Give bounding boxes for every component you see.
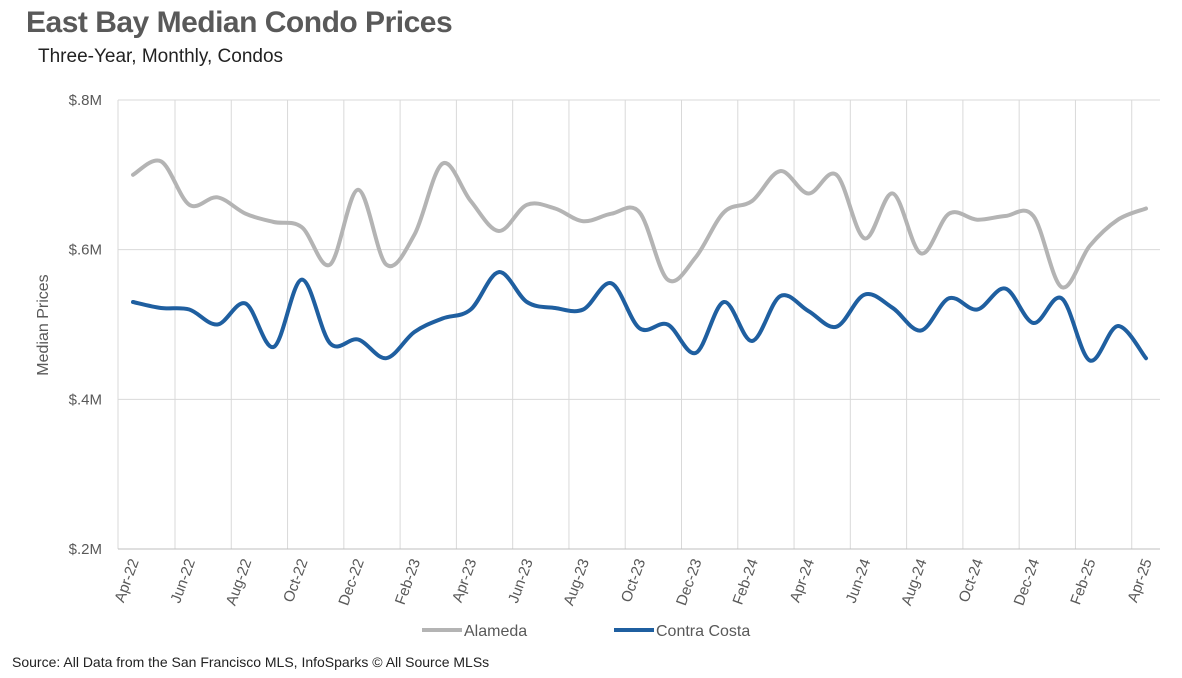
y-tick-label: $.6M [69,242,102,259]
y-tick-label: $.4M [69,391,102,408]
gridlines [117,99,1160,550]
x-tick-label: Apr-22 [111,557,142,605]
series-line-alameda [131,158,1148,290]
x-tick-label: Apr-25 [1124,557,1155,605]
x-tick-label: Apr-23 [449,557,480,605]
y-tick-label: $.2M [69,541,102,558]
x-tick-label: Oct-24 [956,557,987,605]
legend-label: Contra Costa [656,623,750,640]
x-tick-label: Dec-22 [335,557,368,608]
x-tick-label: Aug-23 [560,557,593,608]
x-tick-label: Jun-22 [167,557,199,606]
x-tick-label: Jun-23 [505,557,537,606]
x-axis-tick-labels: Apr-22 Jun-22 Aug-22 Oct-22 Dec-22 Feb-23 Apr-… [111,557,1155,608]
x-tick-label: Oct-22 [280,557,311,605]
x-tick-label: Dec-23 [673,557,706,608]
chart-subtitle: Three-Year, Monthly, Condos [38,46,284,67]
legend-label: Alameda [464,623,527,640]
x-tick-label: Dec-24 [1011,557,1044,608]
y-axis-tick-labels: $.2M $.4M $.6M $.8M [69,92,102,558]
x-tick-label: Aug-24 [898,557,931,608]
x-tick-label: Aug-22 [223,557,256,608]
y-tick-label: $.8M [69,92,102,109]
x-tick-label: Apr-24 [787,557,818,605]
series-lines [131,158,1148,363]
x-tick-label: Jun-24 [843,557,875,606]
x-tick-label: Feb-23 [392,557,424,607]
x-tick-label: Oct-23 [618,557,649,605]
legend: Alameda Contra Costa [422,623,750,640]
chart-title: East Bay Median Condo Prices [26,6,453,39]
source-note: Source: All Data from the San Francisco … [12,654,490,670]
series-line-contra-costa [131,270,1148,363]
x-tick-label: Feb-24 [730,557,762,607]
y-axis-title: Median Prices [35,274,52,375]
x-tick-label: Feb-25 [1067,557,1099,607]
